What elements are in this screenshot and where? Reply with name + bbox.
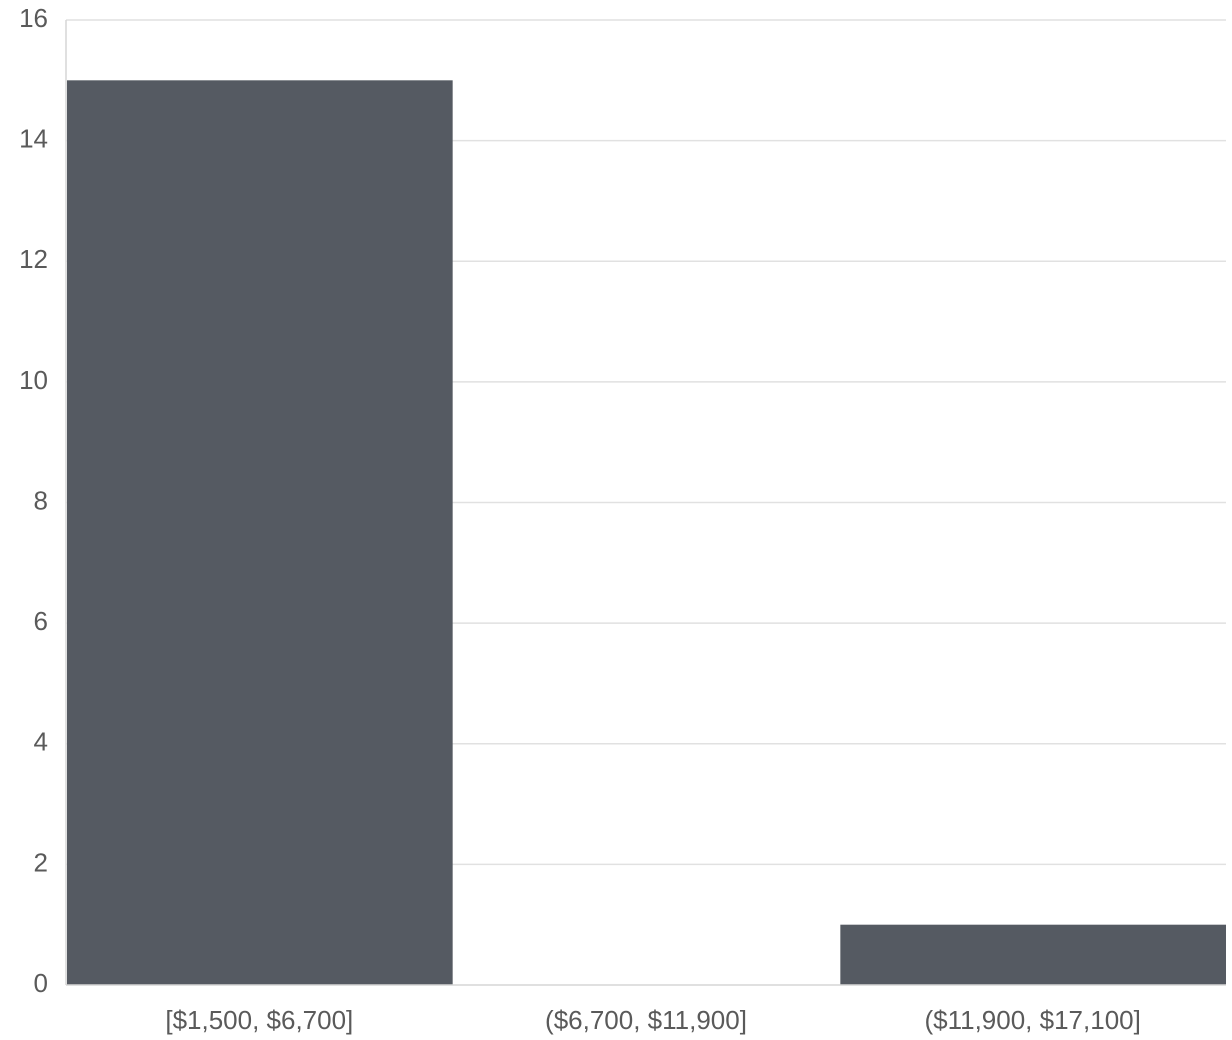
x-tick-label-1: ($6,700, $11,900] bbox=[545, 1005, 747, 1035]
axis-layer bbox=[65, 20, 1226, 986]
x-tick-labels: [$1,500, $6,700] ($6,700, $11,900] ($11,90… bbox=[165, 1005, 1140, 1035]
bar-2 bbox=[840, 924, 1226, 985]
x-tick-label-2: ($11,900, $17,100] bbox=[924, 1005, 1140, 1035]
bar-layer bbox=[67, 80, 1226, 985]
y-tick-label-14: 14 bbox=[19, 124, 48, 154]
y-tick-label-2: 2 bbox=[34, 847, 48, 877]
y-tick-label-0: 0 bbox=[34, 968, 48, 998]
y-tick-label-12: 12 bbox=[19, 244, 48, 274]
y-tick-label-8: 8 bbox=[34, 485, 48, 515]
y-tick-label-4: 4 bbox=[34, 727, 48, 757]
y-tick-label-10: 10 bbox=[19, 365, 48, 395]
x-tick-label-0: [$1,500, $6,700] bbox=[165, 1005, 353, 1035]
bar-0 bbox=[67, 80, 453, 985]
y-tick-labels: 0 2 4 6 8 10 12 14 16 bbox=[19, 3, 48, 998]
y-tick-label-16: 16 bbox=[19, 3, 48, 33]
y-tick-label-6: 6 bbox=[34, 606, 48, 636]
